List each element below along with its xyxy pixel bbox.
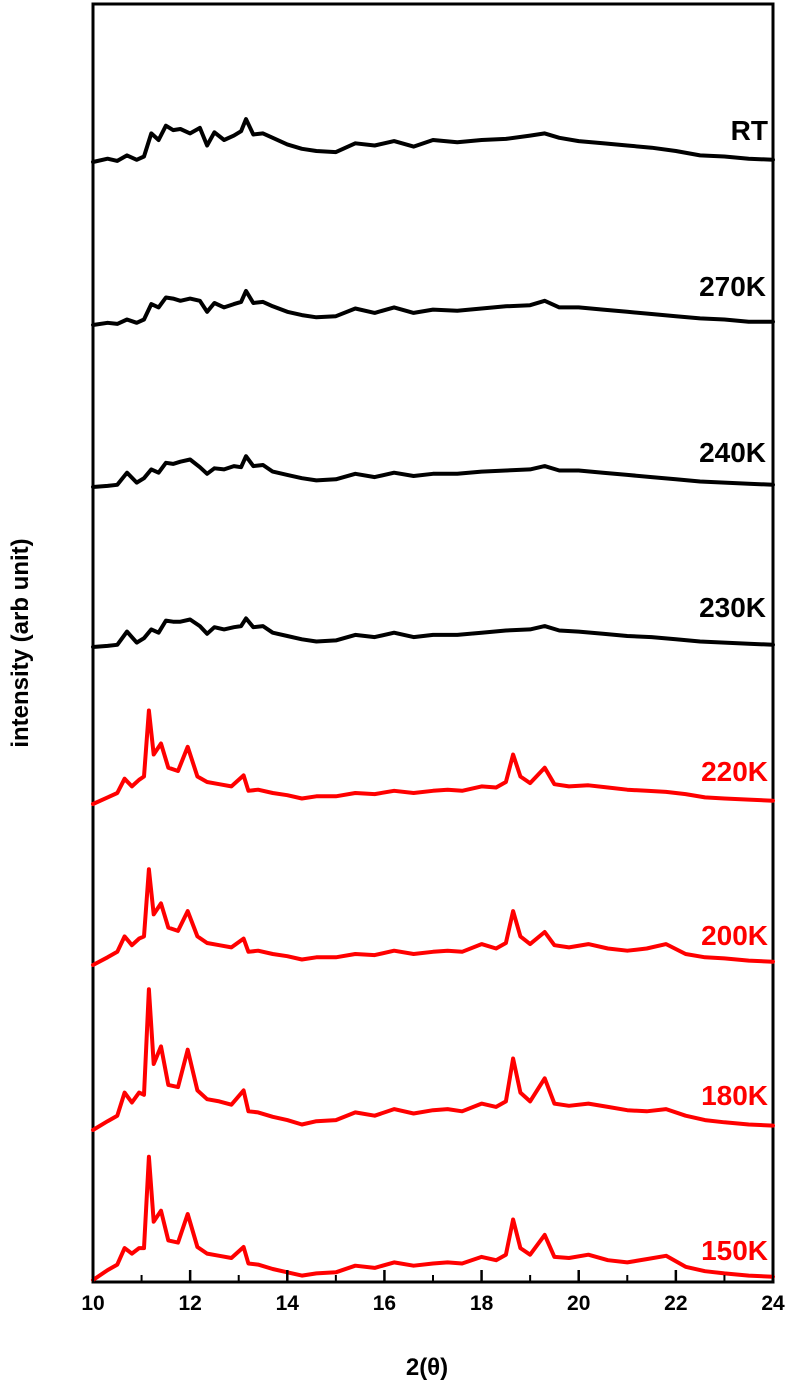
y-axis-title: intensity (arb unit) xyxy=(7,538,34,747)
series-label-200k: 200K xyxy=(701,920,768,951)
series-line-150k xyxy=(91,1154,775,1282)
x-axis-ticks: 10 12 14 16 18 20 22 24 xyxy=(81,1270,785,1315)
x-tick-label-18: 18 xyxy=(470,1292,494,1315)
series-label-240k: 240K xyxy=(699,437,766,468)
series-label-230k: 230K xyxy=(699,592,766,623)
series-line-270k xyxy=(91,288,775,327)
x-tick-label-20: 20 xyxy=(567,1292,590,1315)
x-tick-label-22: 22 xyxy=(664,1292,687,1315)
x-tick-label-16: 16 xyxy=(373,1292,396,1315)
series-label-220k: 220K xyxy=(701,756,768,787)
x-tick-label-10: 10 xyxy=(81,1292,104,1315)
series-line-200k xyxy=(91,867,775,967)
series-line-180k xyxy=(91,987,775,1132)
series-label-150k: 150K xyxy=(701,1235,768,1266)
series-line-230k xyxy=(91,616,775,649)
series-line-220k xyxy=(91,708,775,806)
plot-frame xyxy=(91,2,775,1284)
series-layer: RT 270K 240K 230K 220K 200K 180K 150K xyxy=(91,115,775,1282)
x-tick-label-14: 14 xyxy=(276,1292,300,1315)
series-line-240k xyxy=(91,454,775,489)
x-tick-label-12: 12 xyxy=(178,1292,201,1315)
x-tick-label-24: 24 xyxy=(761,1292,785,1315)
series-label-180k: 180K xyxy=(701,1080,768,1111)
series-label-rt: RT xyxy=(731,115,768,146)
series-line-rt xyxy=(91,117,775,164)
series-label-270k: 270K xyxy=(699,271,766,302)
x-axis-title: 2(θ) xyxy=(406,1354,448,1381)
